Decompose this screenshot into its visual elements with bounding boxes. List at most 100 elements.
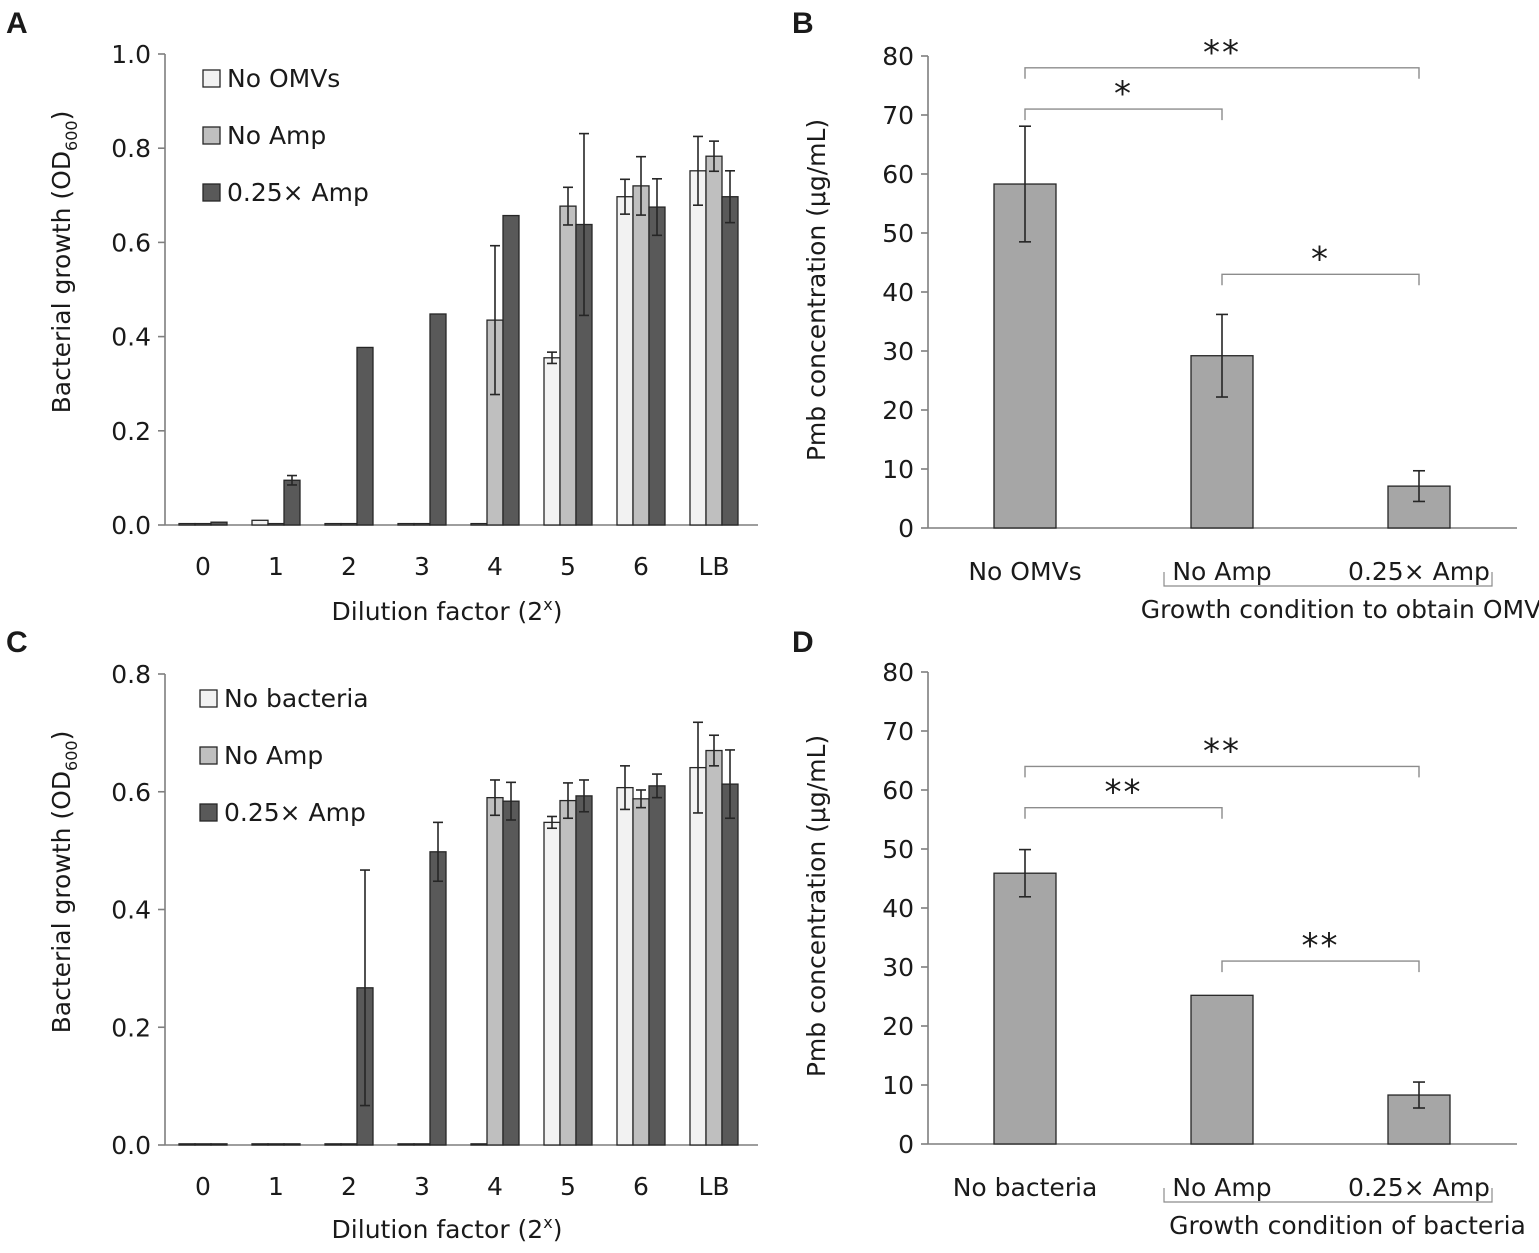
group-bracket bbox=[1163, 1188, 1493, 1203]
y-tick-label: 40 bbox=[882, 278, 914, 307]
y-axis: 0.0 0.2 0.4 0.6 0.8 1.0 bbox=[111, 40, 166, 540]
significance-bracket: * bbox=[1221, 239, 1420, 286]
chart-d-pmb-bacteria: 0 10 20 30 40 50 60 70 80 No bacteria No Amp 0.25× … bbox=[802, 658, 1526, 1240]
x-tick-label: 1 bbox=[268, 552, 284, 581]
bar bbox=[502, 800, 520, 1146]
y-axis-title: Pmb concentration (μg/mL) bbox=[802, 119, 831, 461]
y-tick-label: 50 bbox=[882, 219, 914, 248]
y-tick-label: 20 bbox=[882, 396, 914, 425]
x-tick-label: No OMVs bbox=[968, 557, 1081, 586]
x-tick-label: LB bbox=[698, 552, 729, 581]
bar bbox=[705, 155, 723, 526]
group-bracket bbox=[1163, 572, 1493, 587]
bar bbox=[470, 522, 488, 526]
error-bar bbox=[1413, 1081, 1425, 1109]
y-tick-label: 0.4 bbox=[111, 896, 151, 925]
x-tick-label: 6 bbox=[633, 1172, 649, 1201]
bar bbox=[689, 170, 707, 526]
error-bar bbox=[709, 734, 719, 767]
bar bbox=[356, 346, 374, 526]
bar bbox=[429, 851, 447, 1146]
bar bbox=[632, 798, 650, 1146]
bar bbox=[616, 786, 634, 1146]
significance-bracket: ** bbox=[1221, 926, 1420, 973]
error-bar bbox=[1019, 125, 1031, 243]
y-tick-label: 80 bbox=[882, 658, 914, 687]
error-bar bbox=[579, 132, 589, 317]
legend-label: No Amp bbox=[227, 121, 326, 150]
error-bar bbox=[636, 155, 646, 216]
error-bar bbox=[547, 815, 557, 830]
y-axis-title: Pmb concentration (μg/mL) bbox=[802, 735, 831, 1077]
bar bbox=[543, 821, 561, 1146]
bar bbox=[194, 1143, 212, 1146]
legend-swatch bbox=[202, 126, 221, 145]
bar bbox=[502, 214, 520, 526]
y-axis: 0.0 0.2 0.4 0.6 0.8 bbox=[111, 660, 166, 1160]
error-bar bbox=[547, 351, 557, 365]
y-tick-label: 80 bbox=[882, 42, 914, 71]
error-bar bbox=[287, 474, 297, 486]
error-bar bbox=[490, 244, 500, 396]
legend-swatch bbox=[202, 69, 221, 88]
group-label: Growth condition of bacteria bbox=[1169, 1211, 1526, 1240]
y-tick-label: 70 bbox=[882, 101, 914, 130]
y-axis-title: Bacterial growth (OD600) bbox=[47, 111, 81, 414]
bar bbox=[543, 357, 561, 526]
bar bbox=[721, 783, 739, 1146]
y-tick-label: 70 bbox=[882, 717, 914, 746]
bar bbox=[340, 1143, 358, 1146]
bar bbox=[721, 196, 739, 526]
bar bbox=[324, 1143, 342, 1146]
chart-b-pmb-omvs: 0 10 20 30 40 50 60 70 80 No OMVs No Amp 0.25× Amp G… bbox=[802, 33, 1539, 624]
y-tick-label: 20 bbox=[882, 1012, 914, 1041]
bar bbox=[178, 522, 196, 526]
error-bar bbox=[652, 773, 662, 799]
y-tick-label: 1.0 bbox=[111, 40, 151, 69]
bar bbox=[324, 522, 342, 526]
error-bar bbox=[636, 789, 646, 809]
y-tick-label: 0.2 bbox=[111, 417, 151, 446]
x-tick-label: 0.25× Amp bbox=[1348, 1173, 1490, 1202]
y-axis: 0 10 20 30 40 50 60 70 80 bbox=[882, 658, 929, 1159]
x-tick-label: 3 bbox=[414, 552, 430, 581]
bar bbox=[210, 1143, 228, 1146]
significance-label: ** bbox=[1105, 773, 1143, 813]
x-tick-label: 0.25× Amp bbox=[1348, 557, 1490, 586]
x-tick-label: No Amp bbox=[1172, 557, 1271, 586]
panel-letter-c: C bbox=[6, 626, 28, 659]
significance-bracket: ** bbox=[1024, 33, 1420, 79]
y-tick-label: 0.2 bbox=[111, 1013, 151, 1042]
error-bar bbox=[360, 869, 370, 1107]
bar bbox=[648, 206, 666, 526]
x-tick-label: 2 bbox=[341, 552, 357, 581]
y-tick-label: 40 bbox=[882, 894, 914, 923]
x-tick-label: 6 bbox=[633, 552, 649, 581]
bar bbox=[1190, 994, 1254, 1145]
bar bbox=[283, 1143, 301, 1146]
error-bar bbox=[725, 749, 735, 820]
chart-a-growth-omvs: 0.0 0.2 0.4 0.6 0.8 1.0 0 1 2 3 4 5 6 LB No OMVs No Amp… bbox=[47, 40, 758, 626]
error-bar bbox=[620, 765, 630, 811]
legend-label: 0.25× Amp bbox=[227, 178, 369, 207]
significance-bracket: ** bbox=[1024, 773, 1223, 819]
chart-c-growth-bacteria: 0.0 0.2 0.4 0.6 0.8 0 1 2 3 4 5 6 LB No bacteria No Am… bbox=[47, 660, 758, 1244]
x-tick-label: 5 bbox=[560, 552, 576, 581]
y-tick-label: 60 bbox=[882, 776, 914, 805]
y-tick-label: 0.4 bbox=[111, 323, 151, 352]
y-tick-label: 0.6 bbox=[111, 228, 151, 257]
legend-swatch bbox=[199, 746, 218, 765]
bar bbox=[689, 766, 707, 1146]
bar bbox=[632, 185, 650, 526]
error-bar bbox=[709, 140, 719, 173]
significance-label: ** bbox=[1203, 731, 1241, 771]
y-tick-label: 50 bbox=[882, 835, 914, 864]
bar bbox=[397, 522, 415, 526]
error-bar bbox=[579, 779, 589, 813]
y-tick-label: 10 bbox=[882, 455, 914, 484]
error-bar bbox=[1019, 848, 1031, 898]
y-tick-label: 0.0 bbox=[111, 1131, 151, 1160]
significance-label: ** bbox=[1203, 33, 1241, 73]
x-tick-label: 4 bbox=[487, 1172, 503, 1201]
